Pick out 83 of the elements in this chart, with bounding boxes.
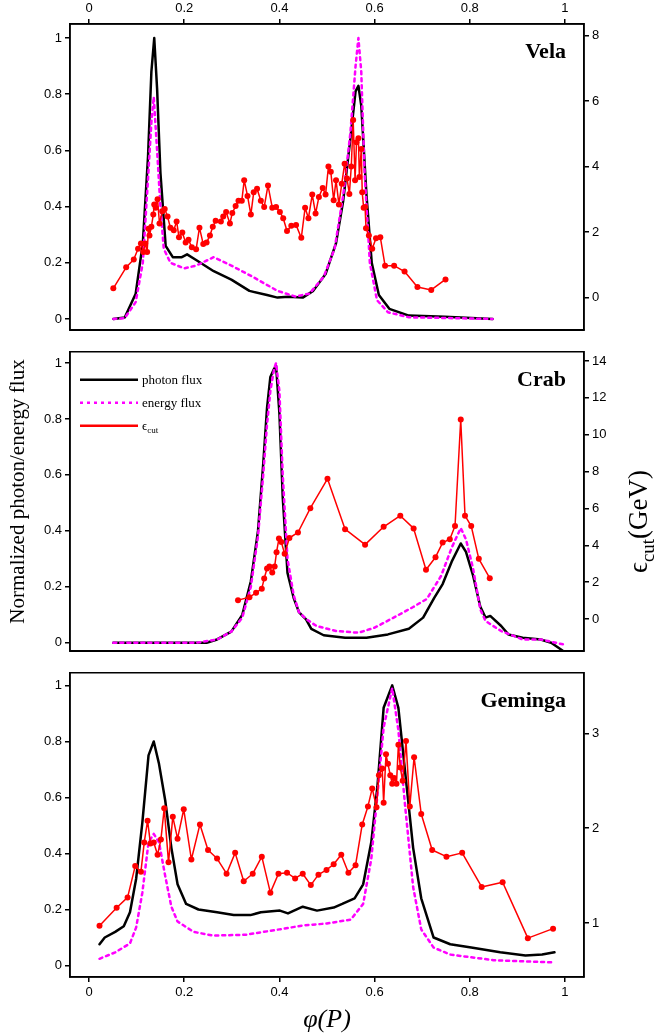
legend-label: photon flux: [142, 371, 203, 387]
y-tick-label: 1: [54, 354, 62, 370]
y-tick-label: 0.6: [43, 789, 62, 805]
y2-tick-label: 3: [592, 725, 600, 741]
point: [475, 555, 482, 562]
x-axis-title: φ(P): [303, 1004, 351, 1033]
point: [258, 585, 265, 592]
x-tick-label: 0.8: [460, 984, 479, 1000]
x2-tick-label: 0.2: [175, 0, 194, 15]
y-tick-label: 0.2: [43, 578, 62, 594]
y-tick-label: 0.4: [43, 198, 62, 214]
y-tick-label: 0.4: [43, 522, 62, 538]
y-tick-label: 0.2: [43, 254, 62, 270]
point: [273, 549, 280, 556]
y2-tick-label: 6: [592, 92, 600, 108]
x2-tick-label: 0: [85, 0, 93, 15]
y2-tick-label: 12: [592, 389, 607, 405]
y-tick-label: 0: [54, 310, 62, 326]
y-tick-label: 1: [54, 676, 62, 692]
point: [397, 512, 404, 519]
point: [286, 535, 293, 541]
x-tick-label: 0.6: [365, 984, 384, 1000]
point: [422, 566, 429, 573]
x2-tick-label: 0.6: [365, 0, 384, 15]
y-tick-label: 0: [54, 957, 62, 973]
point: [446, 536, 453, 543]
y2-tick-label: 2: [592, 573, 600, 589]
point: [380, 523, 387, 530]
point: [253, 589, 260, 596]
point: [271, 563, 278, 570]
point: [432, 554, 439, 561]
point: [342, 526, 349, 533]
y2-tick-label: 10: [592, 426, 607, 442]
text: Vela: [525, 38, 566, 63]
point: [235, 597, 241, 604]
point: [462, 512, 469, 519]
text: Geminga: [480, 686, 567, 712]
y2-tick-label: 0: [592, 610, 600, 626]
x2-tick-label: 0.8: [460, 0, 479, 15]
y-tick-label: 0.8: [43, 85, 62, 101]
y-tick-label: 0: [54, 634, 62, 650]
point: [410, 525, 417, 532]
point: [324, 475, 331, 482]
y2-tick-label: 8: [592, 463, 600, 479]
point: [486, 575, 493, 582]
x-tick-label: 0: [85, 984, 93, 1000]
point: [246, 594, 253, 601]
point: [468, 523, 475, 530]
y2-tick-label: 1: [592, 914, 600, 930]
y-axis-title: Normalized photon/energy flux: [5, 358, 29, 624]
text: Crab: [517, 365, 566, 391]
y-tick-label: 1: [54, 29, 62, 45]
x-tick-label: 0.4: [270, 984, 289, 1000]
y2-tick-label: 14: [592, 352, 607, 368]
point: [452, 523, 459, 530]
x2-tick-label: 0.4: [270, 0, 289, 15]
point: [439, 539, 446, 546]
x-tick-label: 1: [561, 984, 569, 1000]
y-tick-label: 0.2: [43, 901, 62, 917]
y-tick-label: 0.8: [43, 733, 62, 749]
point: [261, 575, 268, 582]
point: [457, 416, 464, 423]
y-tick-label: 0.4: [43, 845, 62, 861]
y-tick-label: 0.6: [43, 466, 62, 482]
y-tick-label: 0.6: [43, 141, 62, 157]
point: [307, 505, 314, 512]
point: [278, 539, 285, 546]
point: [362, 541, 369, 548]
y2-tick-label: 6: [592, 500, 600, 516]
y2-tick-label: 4: [592, 536, 600, 552]
point: [294, 529, 301, 536]
y-tick-label: 0.8: [43, 410, 62, 426]
legend-label: energy flux: [142, 394, 202, 410]
y2-axis-title: ϵcut(GeV): [623, 470, 657, 573]
point: [281, 550, 288, 557]
x-tick-label: 0.2: [175, 984, 194, 1000]
point: [269, 569, 276, 576]
y2-tick-label: 2: [592, 819, 600, 835]
y2-tick-label: 4: [592, 158, 600, 174]
x2-tick-label: 1: [561, 0, 569, 15]
y2-tick-label: 0: [592, 289, 600, 305]
y2-tick-label: 8: [592, 27, 600, 43]
y2-tick-label: 2: [592, 223, 600, 239]
